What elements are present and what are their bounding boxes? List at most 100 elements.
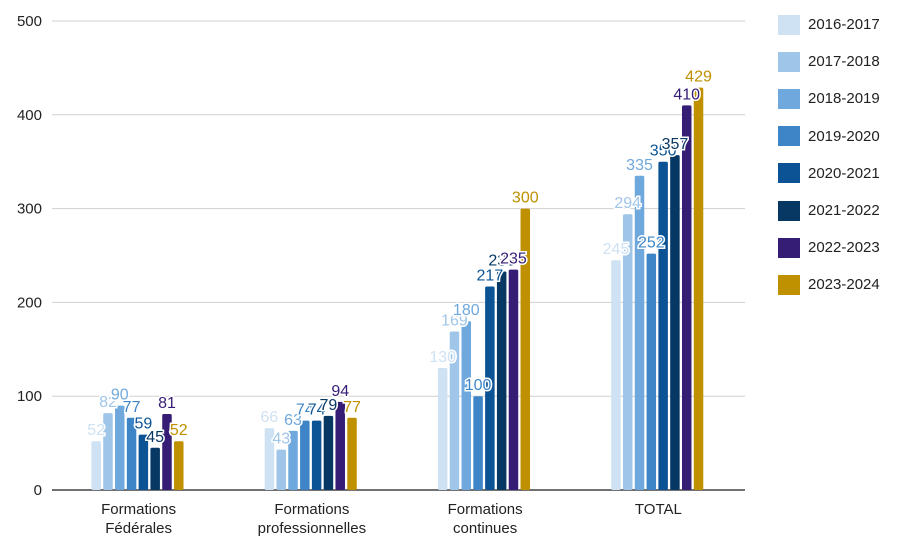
bar <box>611 260 621 490</box>
x-tick-label: Formations <box>101 501 176 518</box>
data-label: 66 <box>261 409 279 426</box>
bar <box>115 405 125 490</box>
bar <box>91 441 101 490</box>
data-label: 235 <box>500 251 527 268</box>
bar <box>288 430 298 490</box>
legend-label: 2017-2018 <box>808 53 880 71</box>
legend-label: 2022-2023 <box>808 239 880 257</box>
bar <box>622 214 633 490</box>
y-tick-label: 0 <box>34 482 42 499</box>
data-label: 169 <box>441 312 468 329</box>
bar <box>508 269 519 490</box>
data-label: 81 <box>158 395 176 412</box>
data-label: 350 <box>650 143 677 160</box>
data-label: 294 <box>614 195 641 212</box>
legend-swatch <box>778 163 800 184</box>
legend-item: 2021-2022 <box>778 192 902 229</box>
bar <box>449 331 460 490</box>
x-tick-label: Fédérales <box>105 520 172 537</box>
legend-item: 2023-2024 <box>778 266 902 303</box>
y-tick-label: 200 <box>17 294 42 311</box>
legend-item: 2016-2017 <box>778 6 902 43</box>
legend: 2016-2017 2017-2018 2018-2019 2019-2020 2020… <box>778 6 902 304</box>
bar <box>103 413 113 490</box>
bar <box>634 175 645 490</box>
bar <box>138 434 149 490</box>
data-label: 180 <box>453 302 480 319</box>
legend-item: 2020-2021 <box>778 155 902 192</box>
bar <box>347 417 357 490</box>
data-label: 45 <box>146 429 164 446</box>
data-label: 63 <box>284 412 302 429</box>
x-axis: Formations Fédérales Formations professionn… <box>101 501 682 537</box>
legend-label: 2019-2020 <box>808 127 880 145</box>
data-label: 82 <box>99 394 117 411</box>
legend-swatch <box>778 126 800 147</box>
bar <box>174 441 184 490</box>
legend-label: 2018-2019 <box>808 90 880 108</box>
data-label: 429 <box>685 69 712 86</box>
data-label: 233 <box>488 252 515 269</box>
data-label: 77 <box>343 399 361 416</box>
legend-swatch <box>778 14 800 35</box>
x-tick-label: continues <box>453 520 517 537</box>
bar <box>323 415 334 490</box>
data-labels: 5282907759458152664363747479947713016918… <box>86 67 714 449</box>
y-tick-label: 400 <box>17 107 42 124</box>
data-label: 94 <box>331 383 349 400</box>
bar <box>150 447 160 490</box>
x-tick-label: Formations <box>274 501 349 518</box>
legend-swatch <box>778 51 800 72</box>
bar <box>311 420 322 490</box>
bar <box>496 271 507 490</box>
legend-swatch <box>778 200 800 221</box>
bars <box>91 87 704 491</box>
bar <box>162 414 172 490</box>
data-label: 252 <box>638 235 665 252</box>
y-axis: 0 100 200 300 400 500 <box>17 13 42 499</box>
data-label: 43 <box>272 431 290 448</box>
x-tick-label: professionnelles <box>258 520 366 537</box>
legend-label: 2020-2021 <box>808 164 880 182</box>
bar <box>276 449 286 490</box>
bar <box>461 321 472 490</box>
legend-item: 2022-2023 <box>778 229 902 266</box>
bar <box>646 253 657 490</box>
data-label: 217 <box>477 267 504 284</box>
data-label: 90 <box>111 387 129 404</box>
data-label: 357 <box>662 136 689 153</box>
data-label: 130 <box>429 349 456 366</box>
legend-label: 2016-2017 <box>808 16 880 34</box>
bar <box>264 428 275 490</box>
bar <box>693 87 704 491</box>
y-tick-label: 300 <box>17 201 42 218</box>
x-tick-label: TOTAL <box>635 501 682 518</box>
legend-label: 2023-2024 <box>808 276 880 294</box>
data-label: 52 <box>87 422 105 439</box>
legend-swatch <box>778 274 800 295</box>
bar <box>437 368 448 490</box>
data-label: 74 <box>308 402 326 419</box>
bar <box>670 155 680 490</box>
legend-label: 2021-2022 <box>808 202 880 220</box>
bar <box>485 286 495 490</box>
x-tick-label: Formations <box>448 501 523 518</box>
legend-item: 2018-2019 <box>778 80 902 117</box>
data-label: 74 <box>296 402 314 419</box>
data-label: 300 <box>512 190 539 207</box>
data-label: 245 <box>603 241 630 258</box>
data-label: 100 <box>465 377 492 394</box>
legend-item: 2019-2020 <box>778 118 902 155</box>
bar <box>126 417 137 490</box>
bar <box>335 401 345 490</box>
data-label: 79 <box>320 397 338 414</box>
data-label: 52 <box>170 422 188 439</box>
legend-swatch <box>778 237 800 258</box>
bar <box>658 161 668 490</box>
y-tick-label: 100 <box>17 388 42 405</box>
data-label: 59 <box>134 416 152 433</box>
legend-swatch <box>778 88 800 109</box>
bar <box>520 208 531 490</box>
data-label: 335 <box>626 157 653 174</box>
